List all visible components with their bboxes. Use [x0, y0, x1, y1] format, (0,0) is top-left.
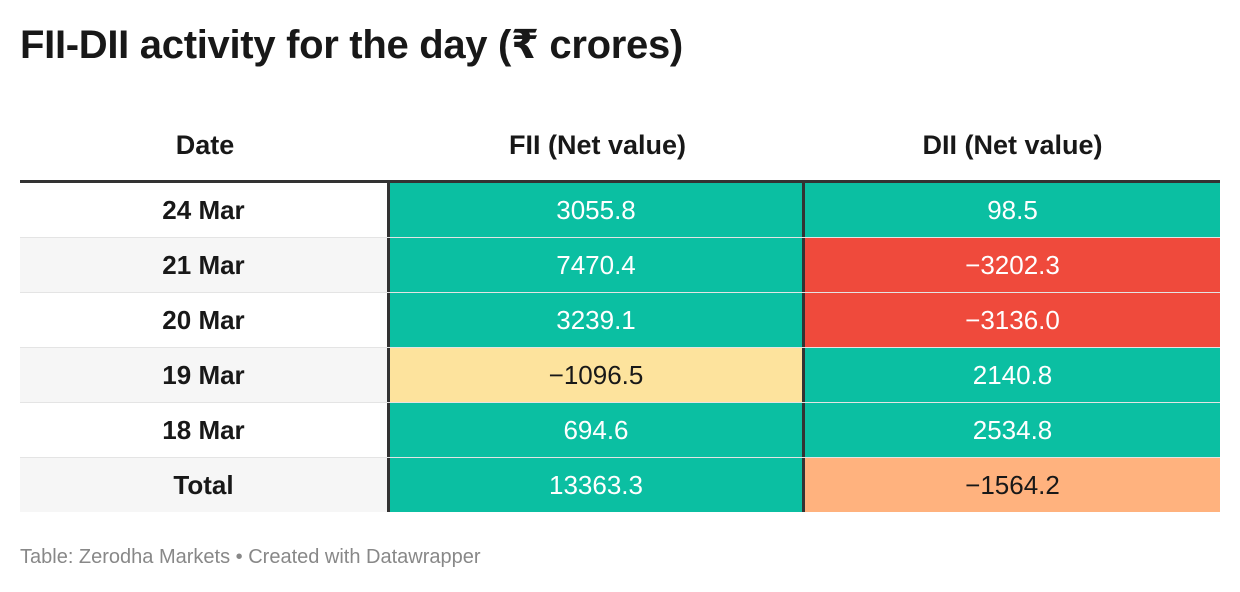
date-cell: 24 Mar: [20, 183, 390, 237]
table-body: 24 Mar 3055.8 98.5 21 Mar 7470.4 −3202.3 20 Ma…: [20, 183, 1220, 512]
fii-value-cell: 694.6: [390, 403, 805, 457]
fii-value-cell: 7470.4: [390, 238, 805, 292]
dii-value-cell: −1564.2: [805, 458, 1220, 512]
header-fii: FII (Net value): [508, 129, 687, 160]
header-date: Date: [175, 129, 235, 160]
fii-dii-table: Date FII (Net value) DII (Net value) 24 …: [20, 110, 1220, 512]
fii-value-cell: −1096.5: [390, 348, 805, 402]
date-cell: 18 Mar: [20, 403, 390, 457]
date-cell: 19 Mar: [20, 348, 390, 402]
date-cell: 20 Mar: [20, 293, 390, 347]
fii-value-cell: 3239.1: [390, 293, 805, 347]
table-header-row: Date FII (Net value) DII (Net value): [20, 110, 1220, 183]
chart-title: FII-DII activity for the day (₹ crores): [20, 23, 683, 67]
dii-value-cell: 2534.8: [805, 403, 1220, 457]
table-row: 24 Mar 3055.8 98.5: [20, 183, 1220, 238]
table-row: Total 13363.3 −1564.2: [20, 458, 1220, 512]
fii-value-cell: 3055.8: [390, 183, 805, 237]
table-row: 21 Mar 7470.4 −3202.3: [20, 238, 1220, 293]
dii-value-cell: 2140.8: [805, 348, 1220, 402]
date-cell: 21 Mar: [20, 238, 390, 292]
table-row: 18 Mar 694.6 2534.8: [20, 403, 1220, 458]
table-row: 20 Mar 3239.1 −3136.0: [20, 293, 1220, 348]
dii-value-cell: 98.5: [805, 183, 1220, 237]
dii-value-cell: −3202.3: [805, 238, 1220, 292]
dii-value-cell: −3136.0: [805, 293, 1220, 347]
source-credit: Table: Zerodha Markets • Created with Da…: [20, 546, 481, 568]
fii-value-cell: 13363.3: [390, 458, 805, 512]
date-cell: Total: [20, 458, 390, 512]
table-row: 19 Mar −1096.5 2140.8: [20, 348, 1220, 403]
header-dii: DII (Net value): [922, 129, 1103, 160]
